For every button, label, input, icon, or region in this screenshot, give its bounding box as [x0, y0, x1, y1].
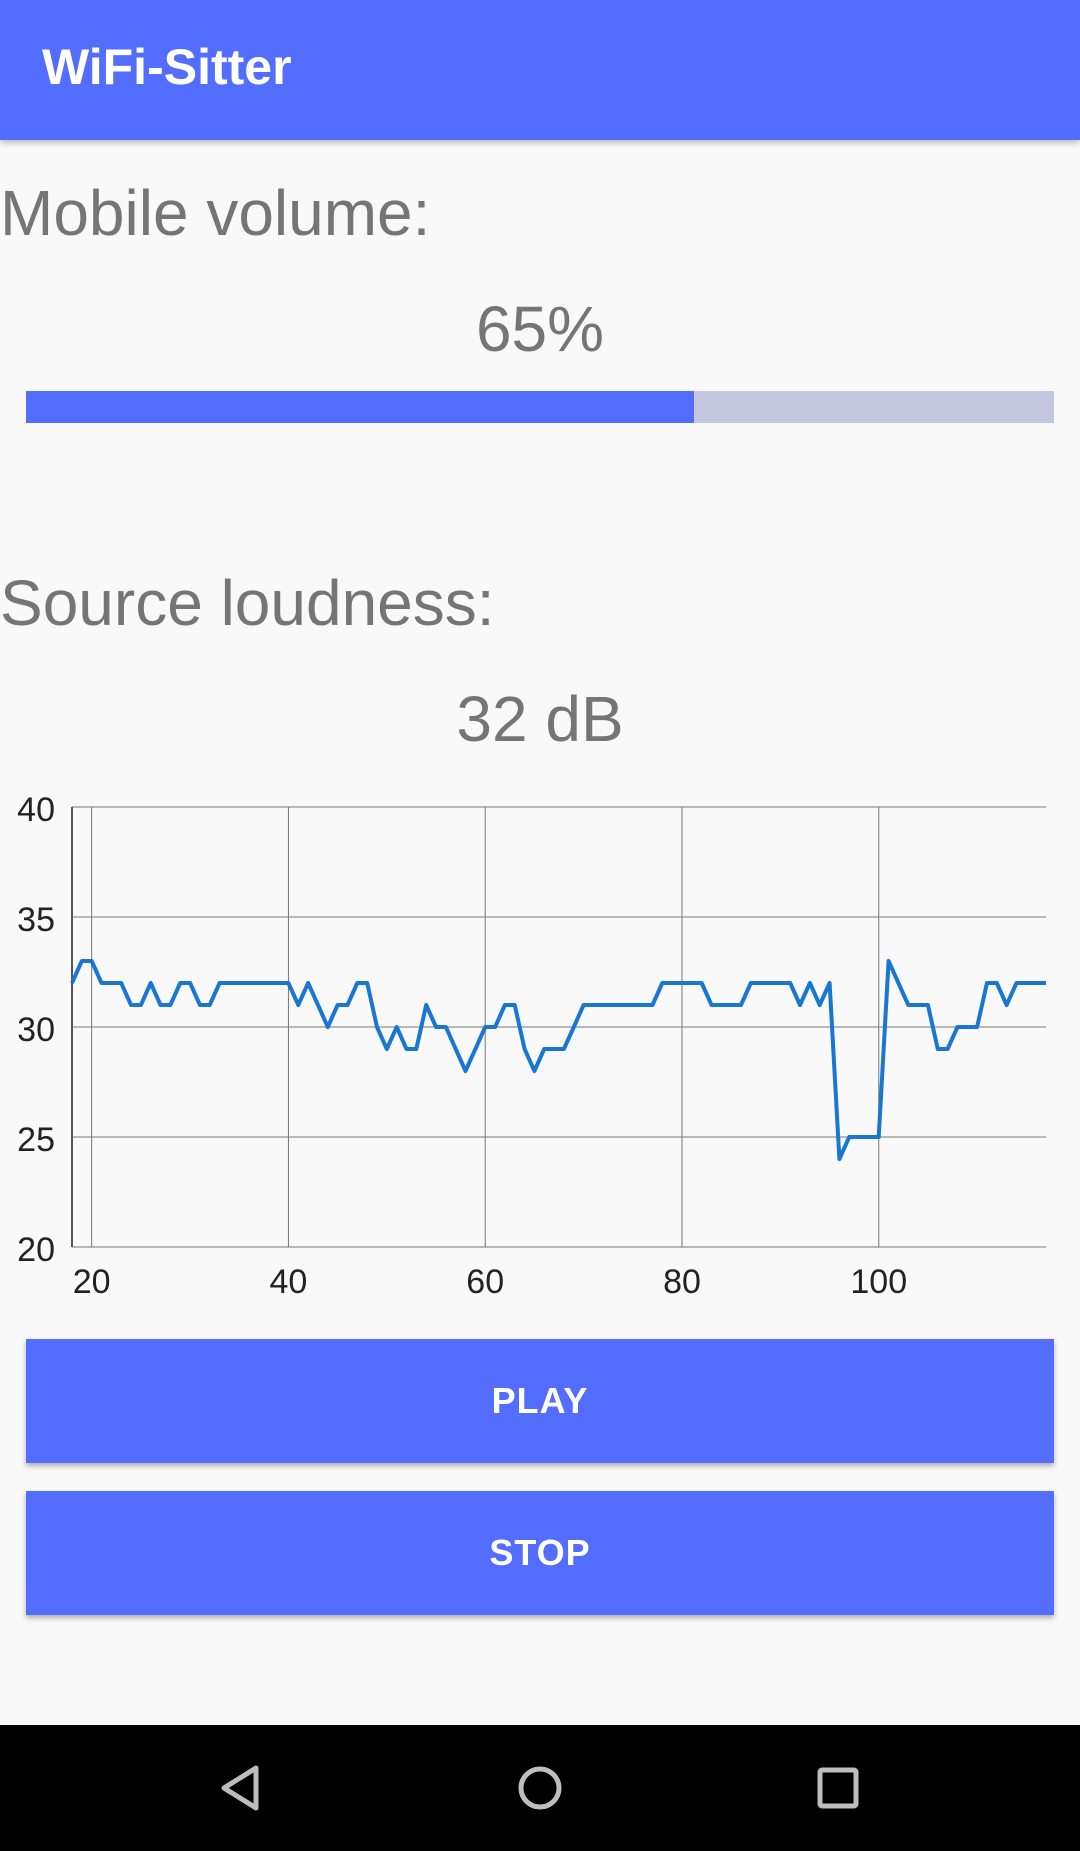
app-bar: WiFi-Sitter: [0, 0, 1080, 140]
x-tick-label: 100: [850, 1263, 907, 1301]
y-tick-label: 30: [17, 1011, 55, 1049]
y-tick-label: 40: [17, 791, 55, 829]
y-tick-label: 20: [17, 1231, 55, 1269]
volume-progress-bar: [26, 391, 1054, 423]
back-icon[interactable]: [209, 1755, 275, 1821]
y-tick-label: 25: [17, 1121, 55, 1159]
x-tick-label: 40: [270, 1263, 308, 1301]
system-nav-bar: [0, 1725, 1080, 1851]
loudness-chart: 20 25 30 35 40 20 40 60 80 100: [17, 791, 1046, 1301]
x-tick-label: 20: [73, 1263, 111, 1301]
mobile-volume-value: 65%: [475, 293, 605, 365]
mobile-volume-label: Mobile volume:: [0, 177, 431, 249]
recents-icon[interactable]: [805, 1755, 871, 1821]
home-icon[interactable]: [507, 1755, 573, 1821]
app-title: WiFi-Sitter: [42, 39, 292, 95]
x-tick-label: 80: [663, 1263, 701, 1301]
stop-button[interactable]: STOP: [26, 1491, 1054, 1615]
play-button[interactable]: PLAY: [26, 1339, 1054, 1463]
source-loudness-value: 32 dB: [456, 683, 624, 755]
x-tick-label: 60: [466, 1263, 504, 1301]
source-loudness-label: Source loudness:: [0, 567, 495, 639]
volume-progress-fill: [26, 391, 695, 423]
y-tick-label: 35: [17, 901, 55, 939]
series-line-loudness: [70, 959, 1046, 1161]
